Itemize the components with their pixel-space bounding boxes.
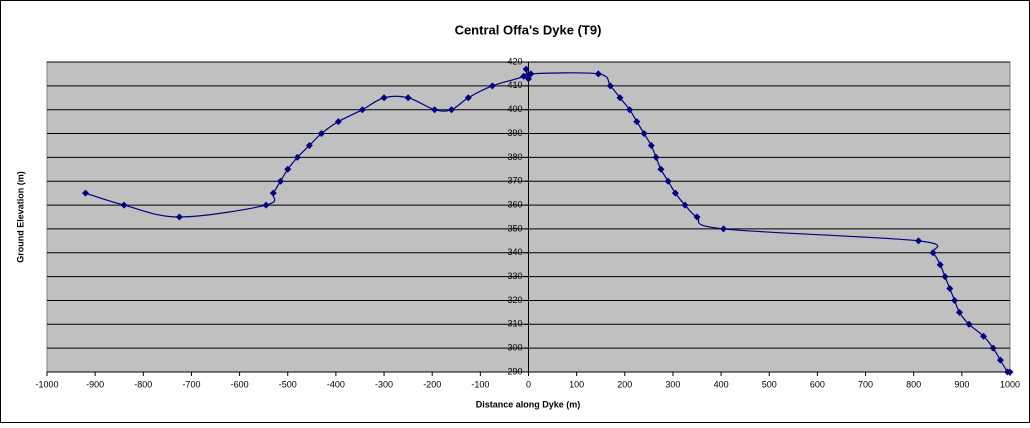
x-tick-label: 400 xyxy=(714,379,729,389)
data-point xyxy=(520,72,528,80)
data-point xyxy=(664,177,672,185)
x-tick-label: -400 xyxy=(327,379,345,389)
data-point xyxy=(488,82,496,90)
x-tick-label: -800 xyxy=(134,379,152,389)
data-point xyxy=(996,356,1004,364)
data-point xyxy=(120,201,128,209)
x-tick-label: 900 xyxy=(954,379,969,389)
x-tick-label: 200 xyxy=(617,379,632,389)
data-point xyxy=(305,141,313,149)
y-tick-label: 370 xyxy=(507,176,522,186)
x-tick-label: -900 xyxy=(86,379,104,389)
data-point xyxy=(720,225,728,233)
x-tick-label: 800 xyxy=(906,379,921,389)
x-axis-label: Distance along Dyke (m) xyxy=(476,399,581,409)
x-tick-label: -500 xyxy=(279,379,297,389)
y-tick-label: 340 xyxy=(507,247,522,257)
data-point xyxy=(293,153,301,161)
x-tick-label: -100 xyxy=(471,379,489,389)
y-tick-label: 330 xyxy=(507,271,522,281)
x-tick-label: 500 xyxy=(762,379,777,389)
data-point xyxy=(594,70,602,78)
y-tick-label: 360 xyxy=(507,199,522,209)
data-point xyxy=(358,106,366,114)
y-tick-label: 310 xyxy=(507,319,522,329)
y-tick-label: 400 xyxy=(507,104,522,114)
data-point xyxy=(464,94,472,102)
y-tick-label: 380 xyxy=(507,152,522,162)
x-tick-label: -1000 xyxy=(35,379,58,389)
x-tick-label: -300 xyxy=(375,379,393,389)
data-point xyxy=(447,106,455,114)
y-tick-label: 390 xyxy=(507,128,522,138)
data-point xyxy=(431,106,439,114)
y-tick-label: 290 xyxy=(507,366,522,376)
data-point xyxy=(657,165,665,173)
data-point xyxy=(1006,368,1014,376)
data-point xyxy=(681,201,689,209)
x-tick-label: 100 xyxy=(569,379,584,389)
data-point xyxy=(915,237,923,245)
data-point xyxy=(647,141,655,149)
chart-title: Central Offa's Dyke (T9) xyxy=(455,22,602,37)
x-tick-label: 600 xyxy=(810,379,825,389)
y-tick-label: 350 xyxy=(507,223,522,233)
y-tick-label: 410 xyxy=(507,80,522,90)
x-tick-label: -200 xyxy=(423,379,441,389)
x-tick-label: 1000 xyxy=(1000,379,1020,389)
data-point xyxy=(525,75,532,83)
data-point xyxy=(652,153,660,161)
data-point xyxy=(941,273,949,281)
data-point xyxy=(633,118,641,126)
data-point xyxy=(606,82,614,90)
x-tick-label: -700 xyxy=(182,379,200,389)
data-point xyxy=(693,213,701,221)
data-point xyxy=(989,344,997,352)
data-point xyxy=(946,285,954,293)
data-point xyxy=(616,94,624,102)
data-point xyxy=(955,308,963,316)
data-point xyxy=(380,94,388,102)
data-point xyxy=(965,320,973,328)
data-point xyxy=(671,189,679,197)
data-point xyxy=(951,296,959,304)
data-point xyxy=(626,106,634,114)
data-point xyxy=(404,94,412,102)
data-point xyxy=(527,70,535,78)
data-point xyxy=(82,189,90,197)
data-point xyxy=(929,249,937,257)
x-tick-label: 700 xyxy=(858,379,873,389)
data-point xyxy=(262,201,270,209)
data-point xyxy=(175,213,183,221)
y-tick-label: 420 xyxy=(507,56,522,66)
y-axis-label: Ground Elevation (m) xyxy=(15,171,25,263)
data-point xyxy=(317,130,325,138)
data-point xyxy=(277,177,285,185)
data-point xyxy=(936,261,944,269)
y-tick-label: 300 xyxy=(507,343,522,353)
x-tick-label: 0 xyxy=(526,379,531,389)
x-tick-label: 300 xyxy=(665,379,680,389)
data-point xyxy=(269,189,277,197)
data-point xyxy=(980,332,988,340)
data-point xyxy=(522,65,530,73)
data-point xyxy=(284,165,292,173)
y-tick-label: 320 xyxy=(507,295,522,305)
data-point xyxy=(334,118,342,126)
data-point xyxy=(640,130,648,138)
x-tick-label: -600 xyxy=(231,379,249,389)
